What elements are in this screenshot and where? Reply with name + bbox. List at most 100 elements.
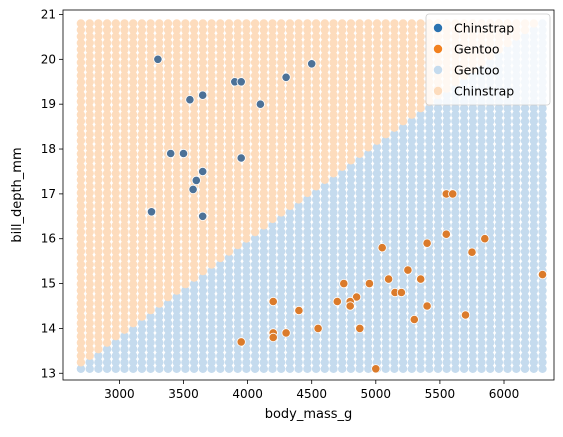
- decision-grid-point: [102, 227, 112, 237]
- decision-grid-point: [94, 71, 103, 80]
- decision-grid-point: [137, 325, 147, 334]
- decision-grid-point: [189, 208, 199, 217]
- decision-grid-point: [390, 214, 399, 224]
- decision-grid-point: [120, 19, 129, 28]
- decision-grid-point: [320, 208, 329, 217]
- decision-grid-point: [189, 25, 199, 35]
- decision-grid-point: [381, 195, 390, 204]
- decision-grid-point: [451, 351, 460, 360]
- decision-grid-point: [529, 182, 538, 191]
- decision-grid-point: [224, 156, 234, 165]
- decision-grid-point: [85, 305, 94, 315]
- decision-grid-point: [538, 325, 547, 334]
- chinstrap-point: [146, 207, 157, 217]
- decision-grid-point: [198, 227, 208, 237]
- decision-grid-point: [207, 286, 216, 295]
- decision-grid-point: [198, 260, 208, 269]
- decision-grid-point: [102, 358, 112, 367]
- decision-grid-point: [181, 305, 190, 315]
- decision-grid-point: [416, 208, 425, 217]
- decision-grid-point: [181, 136, 190, 145]
- decision-grid-point: [242, 214, 251, 224]
- decision-grid-point: [494, 240, 504, 250]
- decision-grid-point: [102, 110, 112, 119]
- decision-grid-point: [372, 110, 382, 119]
- decision-grid-point: [346, 77, 356, 87]
- decision-grid-point: [329, 64, 338, 74]
- decision-grid-point: [129, 149, 138, 158]
- decision-grid-point: [416, 110, 425, 119]
- decision-grid-point: [425, 188, 434, 198]
- decision-grid-point: [529, 260, 538, 269]
- decision-grid-point: [137, 77, 147, 87]
- decision-grid-point: [503, 279, 512, 289]
- decision-grid-point: [390, 90, 399, 100]
- decision-grid-point: [259, 332, 268, 341]
- decision-grid-point: [477, 123, 486, 132]
- decision-grid-point: [277, 104, 286, 113]
- decision-grid-point: [303, 364, 312, 373]
- decision-grid-point: [303, 305, 312, 315]
- decision-grid-point: [163, 162, 173, 171]
- decision-grid-point: [416, 156, 425, 165]
- decision-grid-point: [320, 156, 329, 165]
- decision-grid-point: [407, 182, 416, 191]
- decision-grid-point: [381, 351, 390, 360]
- decision-grid-point: [494, 227, 504, 237]
- decision-grid-point: [259, 227, 268, 237]
- chinstrap-point: [236, 153, 246, 163]
- decision-grid-point: [390, 299, 399, 308]
- decision-grid-point: [294, 136, 303, 145]
- decision-grid-point: [416, 292, 425, 302]
- decision-grid-point: [364, 214, 373, 224]
- decision-grid-point: [277, 227, 286, 237]
- decision-grid-point: [172, 110, 181, 119]
- decision-grid-point: [311, 84, 321, 93]
- decision-grid-point: [303, 38, 312, 48]
- decision-grid-point: [163, 182, 173, 191]
- decision-grid-point: [224, 169, 234, 178]
- decision-grid-point: [416, 77, 425, 87]
- decision-grid-point: [129, 32, 138, 41]
- decision-grid-point: [346, 117, 356, 126]
- decision-grid-point: [372, 214, 382, 224]
- decision-grid-point: [338, 90, 347, 100]
- decision-grid-point: [294, 71, 303, 80]
- decision-grid-point: [520, 247, 530, 256]
- decision-grid-point: [364, 143, 373, 152]
- decision-grid-point: [285, 162, 295, 171]
- decision-grid-point: [346, 208, 356, 217]
- decision-grid-point: [538, 188, 547, 198]
- decision-grid-point: [250, 143, 260, 152]
- decision-grid-point: [433, 123, 443, 132]
- decision-grid-point: [451, 292, 460, 302]
- decision-grid-point: [372, 266, 382, 276]
- decision-grid-point: [398, 182, 408, 191]
- decision-grid-point: [242, 312, 251, 321]
- decision-grid-point: [398, 221, 408, 230]
- decision-grid-point: [268, 90, 277, 100]
- decision-grid-point: [146, 64, 155, 74]
- decision-grid-point: [468, 143, 477, 152]
- decision-grid-point: [494, 266, 504, 276]
- decision-grid-point: [285, 286, 295, 295]
- decision-grid-point: [233, 143, 242, 152]
- decision-grid-point: [250, 84, 260, 93]
- decision-grid-point: [146, 325, 155, 334]
- decision-grid-point: [338, 136, 347, 145]
- decision-grid-point: [85, 149, 94, 158]
- decision-grid-point: [268, 97, 277, 106]
- decision-grid-point: [398, 312, 408, 321]
- decision-grid-point: [85, 299, 94, 308]
- decision-grid-point: [512, 117, 521, 126]
- decision-grid-point: [155, 201, 164, 211]
- decision-grid-point: [486, 227, 495, 237]
- decision-grid-point: [355, 195, 364, 204]
- decision-grid-point: [329, 305, 338, 315]
- decision-grid-point: [155, 162, 164, 171]
- decision-grid-point: [355, 234, 364, 243]
- decision-grid-point: [172, 117, 181, 126]
- decision-grid-point: [303, 260, 312, 269]
- decision-grid-point: [372, 260, 382, 269]
- decision-grid-point: [111, 221, 121, 230]
